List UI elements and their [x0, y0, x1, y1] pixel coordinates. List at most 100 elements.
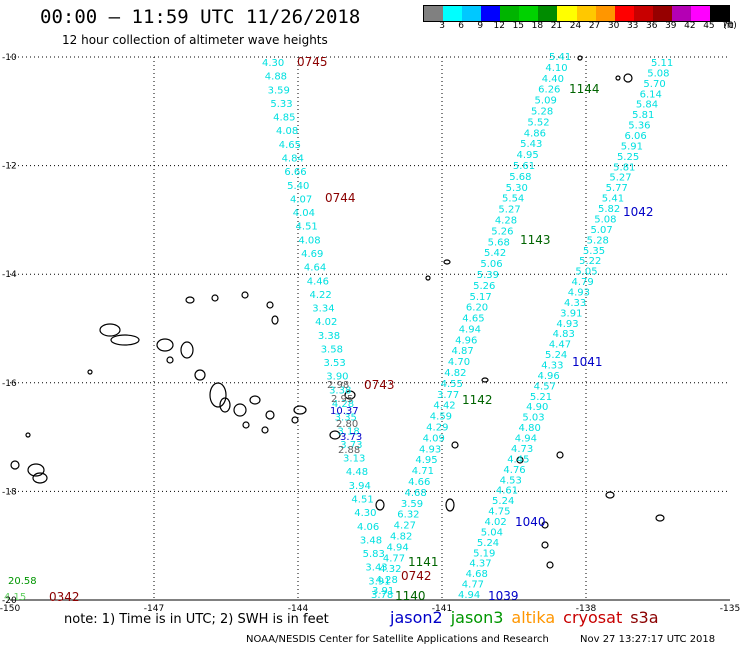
swh-value-label: 5.19	[473, 548, 495, 559]
swh-value-label: 3.35	[335, 413, 357, 424]
swh-value-label: 6.26	[538, 85, 560, 96]
swh-value-label: 3.91	[372, 586, 394, 597]
swh-value-label: 5.04	[481, 527, 503, 538]
pass-time-stamp: 1144	[569, 82, 600, 96]
island-outline	[241, 291, 249, 299]
wave-height-colorbar	[423, 5, 730, 22]
island-outline	[556, 451, 564, 459]
swh-value-label: 4.68	[405, 488, 427, 499]
colorbar-label: 36	[646, 21, 658, 31]
colorbar-label: 70	[722, 21, 734, 31]
swh-value-label: 4.65	[462, 314, 484, 325]
island-outline	[375, 499, 385, 511]
swh-value-label: 5.52	[527, 117, 549, 128]
swh-value-label: 5.42	[484, 248, 506, 259]
pass-time-stamp: 1039	[488, 589, 519, 603]
swh-value-label: 5.06	[480, 259, 502, 270]
swh-value-label: 3.91	[560, 308, 582, 319]
swh-value-label: 4.94	[515, 434, 537, 445]
swh-value-label: 4.29	[426, 423, 448, 434]
swh-value-label: 3.78	[371, 590, 393, 601]
swh-value-label: 4.22	[310, 290, 332, 301]
swh-value-label: 4.93	[568, 287, 590, 298]
swh-value-label: 10.37	[330, 406, 359, 417]
swh-value-label: 5.27	[498, 205, 520, 216]
island-outline	[291, 416, 299, 424]
swh-value-label: 5.21	[530, 392, 552, 403]
swh-value-label: 3.18	[337, 426, 359, 437]
swh-value-label: 3.91	[368, 576, 390, 587]
swh-value-label: 3.53	[323, 358, 345, 369]
pass-time-stamp: 0745	[297, 55, 328, 69]
colorbar-label: 33	[626, 21, 639, 31]
graticule	[10, 56, 730, 601]
swh-value-label: 6.06	[625, 131, 647, 142]
lat-tick-label: -18	[2, 487, 17, 497]
satellite-legend: jason2 jason3 altika cryosat s3a	[390, 608, 667, 627]
lat-tick-label: -10	[2, 53, 17, 63]
pass-time-stamp: 1041	[572, 355, 603, 369]
swh-value-label: 5.17	[470, 292, 492, 303]
island-outline	[541, 521, 549, 529]
swh-value-label: 4.87	[451, 346, 473, 357]
swh-value-label: 3.13	[343, 454, 365, 465]
swh-value-label: 4.37	[469, 559, 491, 570]
island-outline	[451, 441, 459, 449]
lat-tick-label: -16	[2, 379, 17, 389]
swh-value-label: 4.73	[511, 444, 533, 455]
swh-value-label: 5.09	[535, 96, 557, 107]
swh-value-label: 5.33	[270, 99, 292, 110]
swh-value-label: 4.08	[276, 126, 298, 137]
swh-value-label: 3.48	[360, 535, 382, 546]
swh-value-label: 6.32	[397, 510, 419, 521]
swh-value-label: 4.46	[307, 276, 329, 287]
island-outline	[293, 405, 307, 415]
swh-value-label: 5.70	[643, 79, 665, 90]
swh-value-label: 4.59	[430, 412, 452, 423]
swh-value-label: 4.30	[354, 508, 376, 519]
island-outline	[577, 55, 583, 61]
island-outline	[516, 456, 524, 464]
swh-value-label: 5.81	[613, 162, 635, 173]
swh-value-label: 3.34	[312, 304, 334, 315]
pass-time-stamp: 1040	[515, 515, 546, 529]
swh-value-label: 6.66	[284, 167, 306, 178]
swh-value-label: 5.68	[488, 237, 510, 248]
swh-value-label: 4.83	[553, 329, 575, 340]
swh-value-label: 4.76	[503, 465, 525, 476]
island-outline	[194, 369, 206, 381]
swh-value-label: 3.90	[326, 372, 348, 383]
swh-value-label: 5.43	[520, 139, 542, 150]
swh-value-label: 4.68	[466, 569, 488, 580]
swh-value-label: 4.15	[4, 592, 26, 603]
swh-value-label: 5.25	[617, 152, 639, 163]
swh-value-label: 4.94	[386, 542, 408, 553]
swh-value-label: 4.77	[462, 580, 484, 591]
satellite-legend-altika: altika	[511, 608, 556, 627]
swh-value-label: 4.96	[455, 335, 477, 346]
swh-value-label: 2.98	[327, 380, 349, 391]
colorbar-label: 21	[550, 21, 563, 31]
swh-value-label: 5.82	[598, 204, 620, 215]
swh-value-label: 5.11	[651, 58, 673, 69]
colorbar-label: 39	[665, 21, 677, 31]
swh-value-label: 4.30	[262, 58, 284, 69]
island-outline	[445, 498, 455, 512]
island-outline	[156, 338, 174, 352]
swh-value-label: 5.68	[509, 172, 531, 183]
island-outline	[211, 294, 219, 302]
satellite-legend-jason3: jason3	[450, 608, 504, 627]
island-outline	[110, 334, 140, 346]
pass-time-stamp: 0743	[364, 378, 395, 392]
colorbar-swatch	[500, 6, 520, 21]
island-outline	[249, 395, 261, 405]
colorbar-swatch	[424, 6, 444, 21]
swh-value-label: 4.57	[534, 381, 556, 392]
swh-value-label: 5.81	[632, 110, 654, 121]
swh-value-label: 3.59	[268, 85, 290, 96]
swh-value-label: 4.88	[265, 72, 287, 83]
footer-timestamp: Nov 27 13:27:17 UTC 2018	[580, 634, 716, 645]
swh-value-label: 4.61	[496, 486, 518, 497]
colorbar-label: 18	[531, 21, 544, 31]
